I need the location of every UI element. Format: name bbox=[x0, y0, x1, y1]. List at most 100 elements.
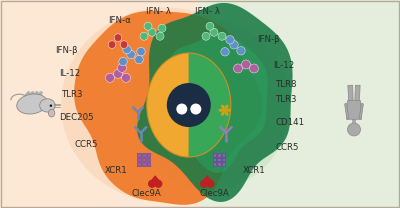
Text: IL-12: IL-12 bbox=[273, 61, 295, 70]
Circle shape bbox=[106, 73, 114, 82]
Text: CCR5: CCR5 bbox=[276, 143, 299, 152]
Circle shape bbox=[127, 50, 135, 59]
Circle shape bbox=[348, 123, 360, 136]
Bar bbox=[200, 0, 400, 208]
Circle shape bbox=[148, 28, 156, 36]
Circle shape bbox=[200, 180, 208, 188]
Ellipse shape bbox=[225, 105, 228, 109]
Circle shape bbox=[118, 63, 126, 72]
Bar bbox=[146, 158, 150, 161]
Circle shape bbox=[156, 32, 164, 40]
Ellipse shape bbox=[48, 109, 55, 117]
Bar bbox=[222, 153, 225, 157]
Bar bbox=[0, 0, 200, 208]
Bar bbox=[142, 158, 146, 161]
Text: CCR5: CCR5 bbox=[74, 140, 98, 149]
Circle shape bbox=[114, 34, 122, 41]
Polygon shape bbox=[137, 3, 292, 202]
Circle shape bbox=[206, 180, 214, 188]
Circle shape bbox=[190, 104, 201, 115]
Circle shape bbox=[237, 47, 245, 55]
Bar bbox=[213, 162, 216, 166]
Circle shape bbox=[50, 104, 52, 107]
Circle shape bbox=[114, 69, 122, 78]
Bar bbox=[352, 119, 356, 123]
Text: XCR1: XCR1 bbox=[105, 166, 127, 175]
Text: Clec9A: Clec9A bbox=[131, 189, 161, 198]
Bar bbox=[138, 158, 141, 161]
Bar bbox=[222, 158, 225, 161]
Circle shape bbox=[108, 41, 116, 48]
Bar bbox=[213, 153, 216, 157]
Text: XCR1: XCR1 bbox=[243, 166, 265, 175]
Ellipse shape bbox=[221, 111, 225, 116]
Circle shape bbox=[123, 45, 131, 54]
Polygon shape bbox=[348, 85, 353, 101]
Circle shape bbox=[120, 41, 128, 48]
Bar bbox=[146, 153, 150, 157]
Polygon shape bbox=[355, 85, 360, 101]
Text: IFN- λ: IFN- λ bbox=[146, 7, 170, 16]
Circle shape bbox=[122, 73, 130, 82]
Bar bbox=[138, 153, 141, 157]
Bar bbox=[217, 162, 221, 166]
Text: Clec9A: Clec9A bbox=[199, 189, 229, 198]
Circle shape bbox=[148, 180, 156, 188]
Ellipse shape bbox=[61, 7, 271, 203]
Polygon shape bbox=[74, 11, 262, 205]
Circle shape bbox=[119, 57, 127, 66]
Circle shape bbox=[135, 55, 143, 64]
Circle shape bbox=[221, 48, 229, 56]
Text: IFN- λ: IFN- λ bbox=[195, 7, 220, 16]
Circle shape bbox=[154, 180, 162, 188]
Bar bbox=[138, 162, 141, 166]
Circle shape bbox=[242, 60, 250, 69]
Polygon shape bbox=[359, 103, 363, 119]
Bar bbox=[217, 158, 221, 161]
Circle shape bbox=[144, 22, 152, 30]
Text: TLR3: TLR3 bbox=[62, 90, 84, 99]
Ellipse shape bbox=[17, 94, 47, 114]
Circle shape bbox=[158, 24, 166, 32]
Text: TLR8: TLR8 bbox=[276, 80, 298, 89]
Circle shape bbox=[176, 104, 187, 115]
Circle shape bbox=[223, 108, 227, 112]
Text: IL-12: IL-12 bbox=[59, 69, 81, 78]
Text: IFN-β: IFN-β bbox=[55, 46, 77, 56]
Polygon shape bbox=[189, 53, 231, 157]
Bar bbox=[146, 162, 150, 166]
Circle shape bbox=[234, 64, 242, 73]
Ellipse shape bbox=[218, 109, 223, 112]
Circle shape bbox=[210, 28, 218, 36]
Circle shape bbox=[218, 32, 226, 40]
Text: DEC205: DEC205 bbox=[59, 113, 93, 122]
Polygon shape bbox=[159, 34, 268, 173]
Circle shape bbox=[137, 47, 145, 56]
Bar bbox=[222, 162, 225, 166]
Ellipse shape bbox=[54, 104, 56, 105]
Circle shape bbox=[226, 36, 234, 44]
Circle shape bbox=[230, 41, 238, 49]
Bar bbox=[213, 158, 216, 161]
Ellipse shape bbox=[40, 99, 55, 112]
Circle shape bbox=[167, 83, 211, 127]
Polygon shape bbox=[200, 175, 214, 184]
Ellipse shape bbox=[226, 109, 231, 112]
Polygon shape bbox=[147, 53, 189, 157]
Polygon shape bbox=[347, 101, 361, 119]
Polygon shape bbox=[148, 175, 162, 184]
Circle shape bbox=[140, 32, 148, 40]
Ellipse shape bbox=[225, 111, 228, 116]
Ellipse shape bbox=[50, 111, 54, 116]
Circle shape bbox=[250, 64, 258, 73]
Ellipse shape bbox=[221, 105, 225, 109]
Bar bbox=[142, 162, 146, 166]
Ellipse shape bbox=[130, 20, 290, 190]
Text: CD141: CD141 bbox=[275, 118, 304, 127]
Circle shape bbox=[202, 32, 210, 40]
Bar bbox=[142, 153, 146, 157]
Text: IFN-α: IFN-α bbox=[108, 16, 131, 25]
Circle shape bbox=[206, 22, 214, 30]
Text: IFN-β: IFN-β bbox=[258, 35, 280, 44]
Text: TLR3: TLR3 bbox=[276, 95, 298, 104]
